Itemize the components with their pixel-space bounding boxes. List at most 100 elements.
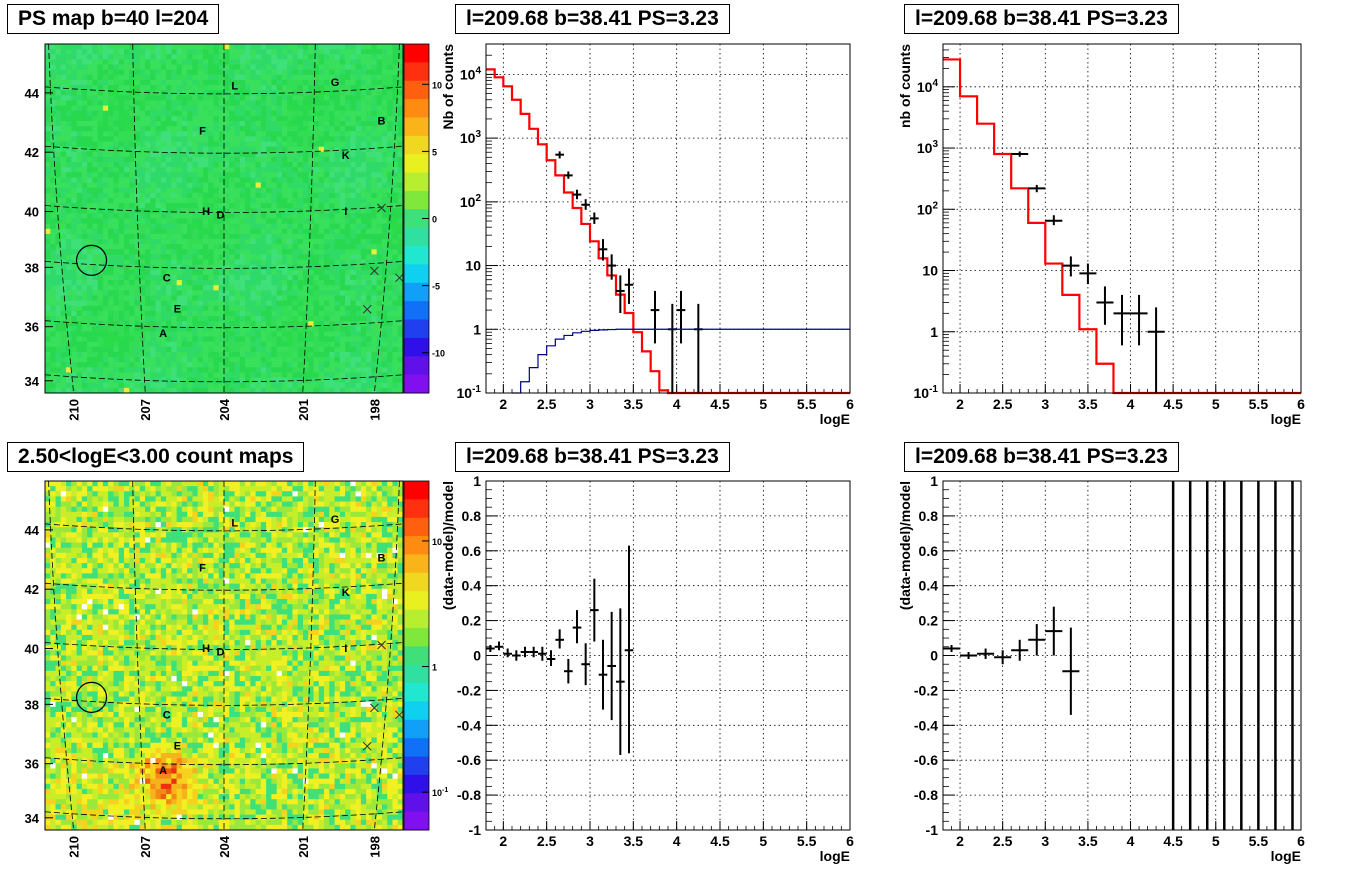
y-tick-label: -0.8 bbox=[914, 787, 938, 803]
source-label-k: K bbox=[342, 587, 350, 599]
graticule-lon bbox=[132, 43, 146, 394]
map-x-tick-label: 207 bbox=[138, 399, 153, 421]
graticule-lat bbox=[44, 757, 404, 766]
candidate-circle bbox=[75, 244, 108, 276]
count-map-plot: A B C D E F G H I K L 210 207 204 201 198 34 36 38 40 42 44 10… bbox=[25, 480, 448, 858]
source-label-c: C bbox=[163, 272, 171, 284]
map-y-tick-label: 42 bbox=[25, 145, 39, 160]
x-tick-label: 5 bbox=[759, 396, 767, 412]
candidate-circle bbox=[75, 681, 108, 713]
map-cells bbox=[45, 44, 404, 394]
graticule-lat bbox=[44, 374, 404, 383]
count-map-title: 2.50<logE<3.00 count maps bbox=[7, 442, 305, 472]
y-axis-label: nb of counts bbox=[897, 44, 913, 128]
plot-frame bbox=[485, 43, 851, 394]
y-tick-label: 103 bbox=[460, 129, 482, 146]
y-tick-label: 10 bbox=[465, 258, 481, 274]
x-tick-label: 4.5 bbox=[1163, 396, 1183, 412]
x-tick-label: 2 bbox=[956, 833, 964, 849]
colorbar: 10 1 10-1 bbox=[403, 480, 448, 831]
map-x-tick-label: 207 bbox=[138, 836, 153, 858]
y-tick-label: 0.4 bbox=[919, 578, 939, 594]
graticule-lon bbox=[132, 480, 146, 831]
x-tick-label: 2 bbox=[956, 396, 964, 412]
graticule-lat bbox=[44, 320, 404, 329]
colorbar-tick-label: 0 bbox=[432, 215, 437, 225]
map-frame bbox=[44, 43, 404, 394]
x-axis-label: logE bbox=[820, 411, 850, 427]
map-x-tick-label: 210 bbox=[67, 399, 82, 421]
graticule-lon bbox=[302, 43, 316, 394]
graticule-lat bbox=[44, 582, 404, 591]
source-label-i: I bbox=[344, 206, 347, 218]
y-tick-label: 104 bbox=[917, 78, 939, 95]
plot-frame bbox=[485, 480, 851, 831]
y-tick-label: 102 bbox=[917, 200, 939, 217]
graticule-lon bbox=[373, 43, 400, 394]
y-tick-label: 102 bbox=[460, 193, 482, 210]
source-cross bbox=[362, 741, 372, 751]
y-axis-label: (data-model)/model bbox=[897, 481, 913, 610]
graticule-lon bbox=[302, 480, 316, 831]
y-tick-label: 104 bbox=[460, 65, 482, 82]
source-cross bbox=[377, 203, 386, 213]
y-tick-label: 1 bbox=[473, 473, 481, 489]
graticule-lat bbox=[44, 205, 404, 213]
map-frame bbox=[44, 480, 404, 831]
source-label-l: L bbox=[231, 517, 238, 529]
map-y-tick-label: 44 bbox=[25, 523, 40, 538]
residual-coarse-plot: 2 2.5 3 3.5 4 4.5 5 5.5 6 -1 -0.8 -0.6 -0.4 -0.2 0 0.2 0… bbox=[897, 473, 1305, 864]
y-tick-label: 103 bbox=[917, 139, 939, 156]
colorbar-tick-label: -5 bbox=[432, 282, 440, 292]
graticule-lon bbox=[48, 480, 75, 831]
residual-fine-plot: 2 2.5 3 3.5 4 4.5 5 5.5 6 -1 -0.8 -0.6 -0.4 -0.2 0 0.2 0… bbox=[440, 473, 854, 864]
map-y-tick-label: 40 bbox=[25, 205, 39, 220]
x-tick-label: 3.5 bbox=[1078, 396, 1098, 412]
spectrum-coarse-panel: 2 2.5 3 3.5 4 4.5 5 5.5 6 10-1 1 10 102 103 104 logE nb … bbox=[897, 0, 1348, 430]
map-x-tick-label: 204 bbox=[217, 835, 232, 857]
ps-map-plot: A B C D E F G H I K L 210 207 204 201 198 34 36 38 40 42 44 10… bbox=[25, 43, 445, 421]
source-cross bbox=[370, 266, 379, 276]
source-label-f: F bbox=[199, 126, 206, 138]
map-y-tick-label: 38 bbox=[25, 697, 39, 712]
x-tick-label: 6 bbox=[1297, 833, 1305, 849]
y-tick-label: -1 bbox=[926, 822, 939, 838]
x-tick-label: 3 bbox=[586, 833, 594, 849]
spectrum-coarse-plot: 2 2.5 3 3.5 4 4.5 5 5.5 6 10-1 1 10 102 103 104 logE nb … bbox=[897, 43, 1305, 427]
x-tick-label: 6 bbox=[1297, 396, 1305, 412]
map-x-tick-label: 210 bbox=[67, 836, 82, 858]
graticule-lat bbox=[44, 697, 404, 706]
y-tick-label: 10-1 bbox=[457, 384, 482, 401]
y-tick-label: 0.8 bbox=[919, 508, 939, 524]
series-residual bbox=[486, 545, 634, 755]
plot-area bbox=[486, 481, 850, 830]
map-y-tick-label: 42 bbox=[25, 582, 39, 597]
source-cross bbox=[362, 304, 372, 314]
x-tick-label: 2.5 bbox=[993, 833, 1013, 849]
source-label-i: I bbox=[344, 643, 347, 655]
source-label-g: G bbox=[331, 514, 340, 526]
y-tick-label: 0.6 bbox=[462, 543, 482, 559]
x-axis-label: logE bbox=[1271, 848, 1301, 864]
graticule-lon bbox=[373, 480, 400, 831]
graticule-lat bbox=[44, 523, 404, 532]
plot-area bbox=[486, 44, 850, 393]
x-tick-label: 2 bbox=[499, 833, 507, 849]
x-axis-label: logE bbox=[1271, 411, 1301, 427]
series-efficiency bbox=[512, 328, 850, 394]
y-tick-label: 10-1 bbox=[914, 384, 939, 401]
x-tick-label: 5.5 bbox=[797, 396, 817, 412]
graticule-lon bbox=[48, 43, 75, 394]
x-tick-label: 3 bbox=[1041, 833, 1049, 849]
x-tick-label: 4 bbox=[673, 396, 681, 412]
residual-coarse-title: l=209.68 b=38.41 PS=3.23 bbox=[904, 442, 1179, 472]
x-tick-label: 3.5 bbox=[624, 833, 644, 849]
source-cross bbox=[395, 710, 404, 720]
x-tick-label: 2 bbox=[499, 396, 507, 412]
x-tick-label: 5.5 bbox=[797, 833, 817, 849]
spectrum-coarse-title: l=209.68 b=38.41 PS=3.23 bbox=[904, 4, 1179, 34]
source-label-c: C bbox=[163, 709, 171, 721]
y-tick-label: 0 bbox=[930, 648, 938, 664]
map-y-tick-label: 40 bbox=[25, 642, 39, 657]
y-tick-label: -1 bbox=[469, 822, 482, 838]
